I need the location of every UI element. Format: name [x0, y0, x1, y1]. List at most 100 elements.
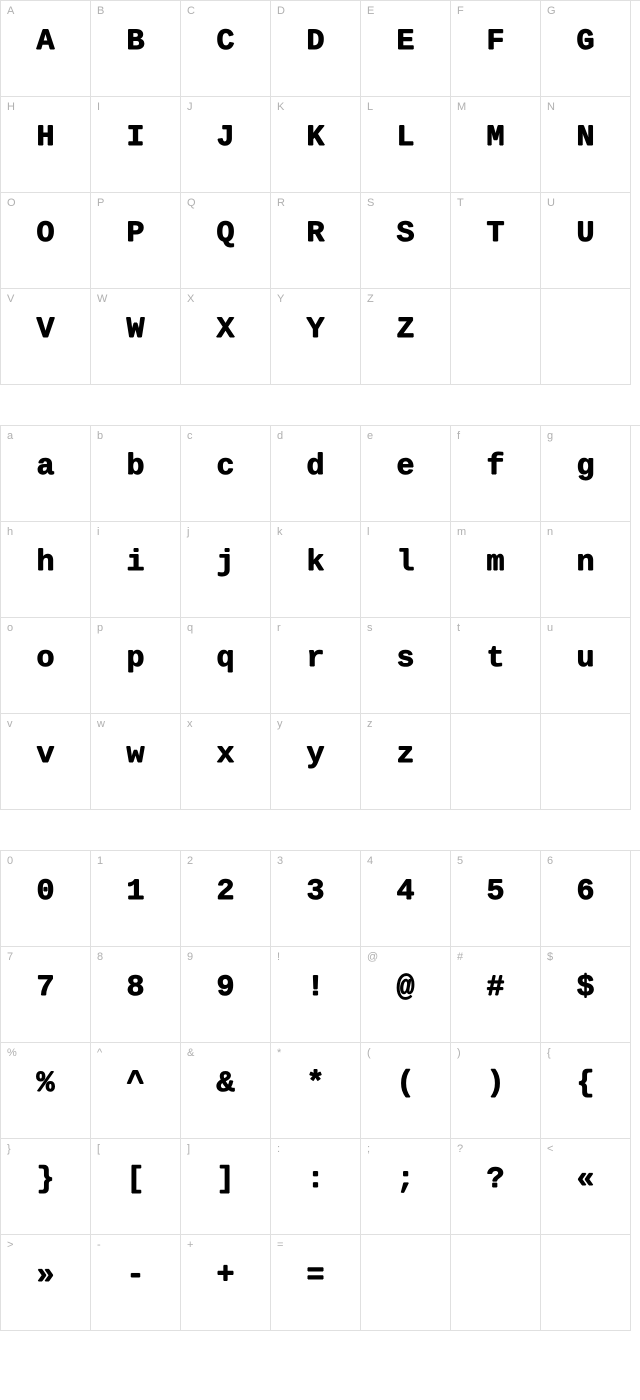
glyph-cell[interactable]: dd — [271, 426, 361, 522]
glyph-cell[interactable]: vv — [1, 714, 91, 810]
glyph-cell[interactable]: rr — [271, 618, 361, 714]
glyph-cell[interactable]: gg — [541, 426, 631, 522]
glyph-cell[interactable]: 66 — [541, 851, 631, 947]
glyph-cell[interactable]: LL — [361, 97, 451, 193]
glyph-cell[interactable]: $$ — [541, 947, 631, 1043]
glyph-cell[interactable]: ]] — [181, 1139, 271, 1235]
glyph-cell[interactable]: ii — [91, 522, 181, 618]
glyph-cell[interactable]: ## — [451, 947, 541, 1043]
glyph-cell[interactable]: UU — [541, 193, 631, 289]
glyph-cell[interactable]: 44 — [361, 851, 451, 947]
glyph-cell[interactable]: NN — [541, 97, 631, 193]
glyph-cell[interactable]: ff — [451, 426, 541, 522]
glyph-cell[interactable]: && — [181, 1043, 271, 1139]
glyph-cell[interactable]: FF — [451, 1, 541, 97]
glyph-display: ^ — [91, 1067, 180, 1101]
glyph-cell[interactable]: -- — [91, 1235, 181, 1331]
glyph-cell[interactable]: aa — [1, 426, 91, 522]
glyph-cell[interactable]: ww — [91, 714, 181, 810]
glyph-label: 6 — [547, 855, 553, 867]
glyph-cell[interactable]: uu — [541, 618, 631, 714]
glyph-cell[interactable]: bb — [91, 426, 181, 522]
glyph-cell[interactable]: VV — [1, 289, 91, 385]
glyph-cell[interactable]: 33 — [271, 851, 361, 947]
empty-cell — [451, 714, 541, 810]
section-lowercase: aabbccddeeffgg hhiijjkkllmmnn ooppqqrrsstt… — [0, 425, 640, 810]
glyph-cell[interactable]: ^^ — [91, 1043, 181, 1139]
glyph-cell[interactable]: 77 — [1, 947, 91, 1043]
glyph-display: c — [181, 450, 270, 484]
glyph-cell[interactable]: YY — [271, 289, 361, 385]
glyph-cell[interactable]: CC — [181, 1, 271, 97]
glyph-display: : — [271, 1163, 360, 1197]
glyph-cell[interactable]: :: — [271, 1139, 361, 1235]
glyph-cell[interactable]: zz — [361, 714, 451, 810]
glyph-grid: 00112233445566 778899!!@@##$$%%^^&&**(())… — [0, 850, 640, 1331]
glyph-cell[interactable]: TT — [451, 193, 541, 289]
glyph-cell[interactable]: 88 — [91, 947, 181, 1043]
glyph-display: b — [91, 450, 180, 484]
glyph-cell[interactable]: qq — [181, 618, 271, 714]
glyph-cell[interactable]: 22 — [181, 851, 271, 947]
glyph-cell[interactable]: KK — [271, 97, 361, 193]
glyph-cell[interactable]: mm — [451, 522, 541, 618]
glyph-cell[interactable]: ss — [361, 618, 451, 714]
glyph-cell[interactable]: (( — [361, 1043, 451, 1139]
glyph-cell[interactable]: {{ — [541, 1043, 631, 1139]
glyph-cell[interactable]: XX — [181, 289, 271, 385]
glyph-cell[interactable]: PP — [91, 193, 181, 289]
glyph-cell[interactable]: xx — [181, 714, 271, 810]
glyph-cell[interactable]: BB — [91, 1, 181, 97]
glyph-cell[interactable]: ++ — [181, 1235, 271, 1331]
glyph-label: l — [367, 526, 369, 538]
glyph-cell[interactable]: ee — [361, 426, 451, 522]
glyph-display: { — [541, 1067, 630, 1101]
glyph-cell[interactable]: EE — [361, 1, 451, 97]
glyph-cell[interactable]: cc — [181, 426, 271, 522]
glyph-cell[interactable]: >» — [1, 1235, 91, 1331]
glyph-cell[interactable]: OO — [1, 193, 91, 289]
glyph-display: n — [541, 546, 630, 580]
glyph-cell[interactable]: == — [271, 1235, 361, 1331]
glyph-cell[interactable]: }} — [1, 1139, 91, 1235]
glyph-cell[interactable]: DD — [271, 1, 361, 97]
glyph-cell[interactable]: MM — [451, 97, 541, 193]
glyph-cell[interactable]: ** — [271, 1043, 361, 1139]
glyph-cell[interactable]: %% — [1, 1043, 91, 1139]
glyph-label: D — [277, 5, 285, 17]
glyph-cell[interactable]: 55 — [451, 851, 541, 947]
glyph-cell[interactable]: SS — [361, 193, 451, 289]
glyph-cell[interactable]: ;; — [361, 1139, 451, 1235]
glyph-cell[interactable]: kk — [271, 522, 361, 618]
glyph-cell[interactable]: 00 — [1, 851, 91, 947]
glyph-cell[interactable]: 11 — [91, 851, 181, 947]
glyph-cell[interactable]: @@ — [361, 947, 451, 1043]
glyph-cell[interactable]: RR — [271, 193, 361, 289]
glyph-cell[interactable]: GG — [541, 1, 631, 97]
glyph-display: ! — [271, 971, 360, 1005]
glyph-label: M — [457, 101, 466, 113]
glyph-cell[interactable]: jj — [181, 522, 271, 618]
glyph-cell[interactable]: )) — [451, 1043, 541, 1139]
glyph-cell[interactable]: tt — [451, 618, 541, 714]
glyph-cell[interactable]: <« — [541, 1139, 631, 1235]
glyph-cell[interactable]: JJ — [181, 97, 271, 193]
glyph-cell[interactable]: hh — [1, 522, 91, 618]
glyph-cell[interactable]: QQ — [181, 193, 271, 289]
glyph-cell[interactable]: WW — [91, 289, 181, 385]
glyph-display: - — [91, 1259, 180, 1293]
glyph-cell[interactable]: ll — [361, 522, 451, 618]
glyph-cell[interactable]: pp — [91, 618, 181, 714]
glyph-cell[interactable]: yy — [271, 714, 361, 810]
glyph-cell[interactable]: !! — [271, 947, 361, 1043]
glyph-cell[interactable]: II — [91, 97, 181, 193]
glyph-cell[interactable]: ZZ — [361, 289, 451, 385]
glyph-cell[interactable]: ?? — [451, 1139, 541, 1235]
glyph-cell[interactable]: 99 — [181, 947, 271, 1043]
glyph-cell[interactable]: nn — [541, 522, 631, 618]
glyph-cell[interactable]: AA — [1, 1, 91, 97]
glyph-display: u — [541, 642, 630, 676]
glyph-cell[interactable]: oo — [1, 618, 91, 714]
glyph-cell[interactable]: [[ — [91, 1139, 181, 1235]
glyph-cell[interactable]: HH — [1, 97, 91, 193]
